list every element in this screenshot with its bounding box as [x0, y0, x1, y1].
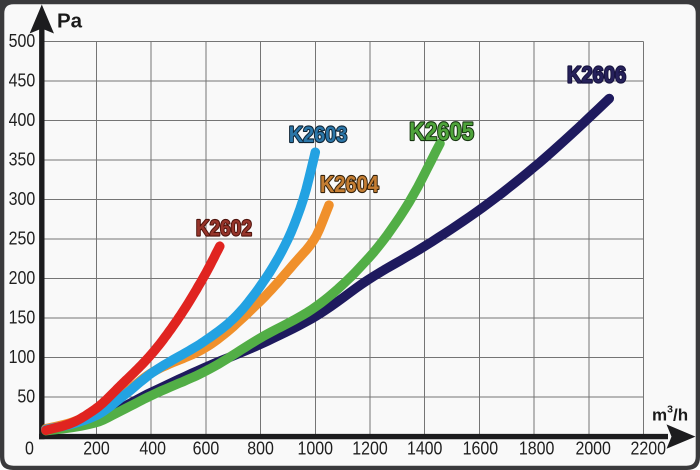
svg-text:800: 800: [247, 439, 274, 459]
svg-text:600: 600: [193, 439, 220, 459]
svg-text:450: 450: [9, 71, 36, 91]
svg-text:400: 400: [139, 439, 166, 459]
svg-text:350: 350: [9, 150, 36, 170]
svg-text:200: 200: [83, 439, 110, 459]
svg-text:1800: 1800: [519, 439, 555, 459]
svg-text:1400: 1400: [407, 439, 443, 459]
svg-text:m3/h: m3/h: [652, 404, 688, 425]
svg-text:Pa: Pa: [57, 10, 83, 33]
svg-text:2200: 2200: [631, 439, 667, 459]
svg-text:K2604: K2604: [320, 171, 379, 197]
svg-text:K2603: K2603: [289, 122, 348, 147]
svg-text:300: 300: [9, 189, 36, 209]
svg-text:0: 0: [25, 439, 34, 459]
svg-text:100: 100: [9, 347, 36, 367]
svg-text:K2606: K2606: [567, 62, 626, 88]
svg-text:1000: 1000: [298, 439, 334, 459]
svg-text:50: 50: [17, 387, 35, 407]
svg-text:200: 200: [9, 268, 36, 288]
svg-text:250: 250: [9, 229, 36, 249]
svg-text:2000: 2000: [575, 439, 611, 459]
svg-text:1600: 1600: [463, 439, 499, 459]
svg-text:400: 400: [9, 110, 36, 130]
svg-text:K2602: K2602: [196, 216, 252, 241]
svg-text:K2605: K2605: [409, 119, 474, 146]
svg-text:150: 150: [9, 308, 36, 328]
svg-text:500: 500: [9, 31, 36, 51]
svg-text:1200: 1200: [352, 439, 388, 459]
